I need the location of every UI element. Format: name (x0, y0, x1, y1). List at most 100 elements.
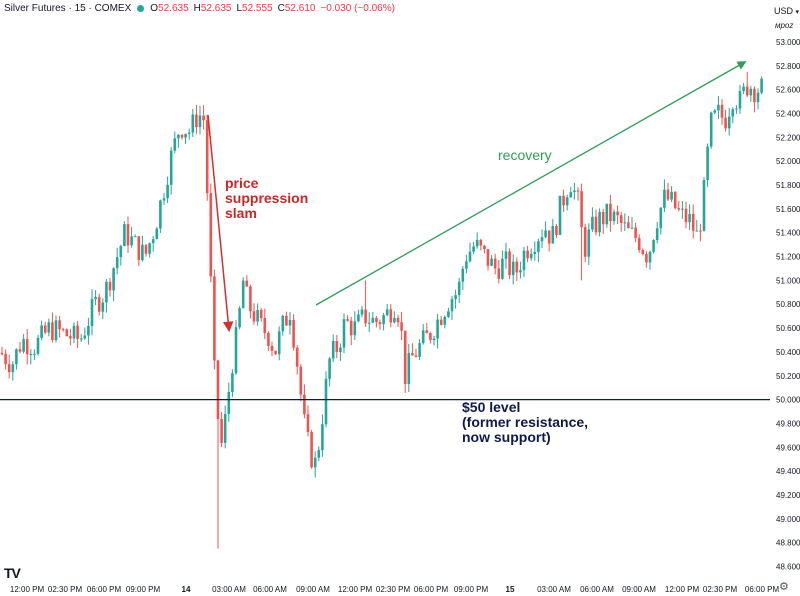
candle-body (97, 297, 101, 312)
candle-body (227, 392, 231, 415)
candle-body (277, 331, 281, 355)
price-tick-label: 51.400 (776, 229, 800, 238)
candle-body (202, 115, 205, 121)
slam-arrow (207, 114, 234, 333)
candle-body (313, 457, 317, 468)
price-tick-label: 52.400 (776, 110, 800, 119)
candle-body (270, 345, 274, 351)
candle-body (645, 254, 648, 263)
candle-body (105, 281, 108, 303)
candle-body (663, 189, 666, 208)
annotation-line: (former resistance, (462, 414, 589, 430)
recovery-arrow (315, 61, 747, 306)
candle-body (637, 238, 641, 251)
market-status-icon (137, 4, 145, 12)
candle-body (609, 203, 612, 222)
candle-body (0, 352, 4, 355)
currency-selector[interactable]: USD ▾ (774, 6, 800, 16)
candle-body (25, 339, 29, 355)
annotation-line: slam (225, 205, 257, 221)
time-tick-label: 03:00 AM (537, 585, 571, 594)
candle-body (4, 354, 7, 365)
price-tick-label: 51.000 (776, 276, 800, 285)
candle-body (33, 353, 36, 355)
candle-body (688, 213, 691, 223)
symbol-title[interactable]: Silver Futures · 15 · COMEX (4, 2, 132, 14)
price-tick-label: 50.200 (776, 372, 800, 381)
candle-body (29, 353, 33, 355)
candle-body (130, 236, 133, 246)
candle-body (324, 378, 328, 425)
candle-body (166, 184, 169, 199)
candle-body (79, 338, 83, 340)
candle-body (443, 316, 447, 325)
candle-body (472, 246, 475, 252)
candle-body (612, 211, 616, 222)
candle-body (144, 244, 148, 254)
candle-body (483, 245, 486, 250)
candle-body (684, 208, 688, 223)
candle-body (339, 347, 342, 353)
time-tick-label: 12:00 PM (338, 585, 373, 594)
candle-body (281, 315, 285, 332)
candle-body (580, 191, 583, 228)
candle-body (389, 309, 393, 323)
candle-body (648, 251, 652, 263)
candle-body (94, 297, 97, 300)
candle-body (709, 112, 713, 147)
price-axis: 53.000 52.800 52.600 52.400 52.200 52.000 51.8… (776, 38, 800, 571)
tradingview-logo-icon[interactable]: TV (4, 565, 21, 581)
price-tick-label: 50.400 (776, 348, 800, 357)
price-tick-label: 52.000 (776, 157, 800, 166)
candle-body (169, 150, 173, 185)
candle-body (213, 276, 216, 361)
candle-body (191, 114, 195, 133)
candle-body (101, 302, 105, 312)
open-value: O52.635 (150, 2, 189, 14)
candle-body (47, 322, 51, 333)
candle-body (616, 211, 619, 216)
candle-body (551, 226, 555, 244)
chevron-down-icon: ▾ (795, 9, 800, 16)
candle-body (508, 251, 511, 276)
candle-body (360, 309, 364, 315)
change-value: −0.030 (−0.06%) (320, 2, 395, 14)
time-tick-label: 15 (506, 585, 515, 594)
candle-body (522, 250, 526, 271)
time-tick-label: 02:30 PM (376, 585, 411, 594)
candle-body (393, 317, 396, 323)
candle-body (119, 246, 123, 258)
symbol-header: Silver Futures · 15 · COMEX O52.635 H52.… (0, 0, 770, 16)
candle-body (619, 215, 623, 224)
candle-body (259, 309, 263, 319)
candle-body (447, 311, 450, 317)
price-tick-label: 49.400 (776, 467, 800, 476)
candle-body (195, 114, 198, 128)
price-tick-label: 52.200 (776, 133, 800, 142)
candle-body (432, 338, 436, 341)
gear-icon[interactable]: ⚙ (779, 581, 789, 593)
time-tick-label: 14 (182, 585, 191, 594)
candle-body (475, 239, 479, 247)
candle-body (187, 132, 191, 134)
candle-body (7, 364, 11, 373)
candle-body (148, 243, 151, 254)
candle-body (90, 299, 94, 326)
candle-body (58, 320, 61, 330)
candle-body (454, 295, 457, 300)
time-tick-label: 06:00 AM (580, 585, 614, 594)
candle-body (159, 200, 162, 229)
candle-body (223, 414, 227, 443)
candle-body (123, 224, 126, 247)
candle-body (717, 104, 720, 111)
candle-body (735, 108, 738, 110)
candle-body (738, 91, 742, 109)
candle-body (425, 330, 429, 334)
time-tick-label: 06:00 AM (253, 585, 287, 594)
candle-body (126, 224, 130, 246)
candle-body (573, 190, 576, 193)
candle-body (486, 249, 490, 266)
candle-body (429, 333, 432, 341)
candle-body (15, 349, 18, 365)
